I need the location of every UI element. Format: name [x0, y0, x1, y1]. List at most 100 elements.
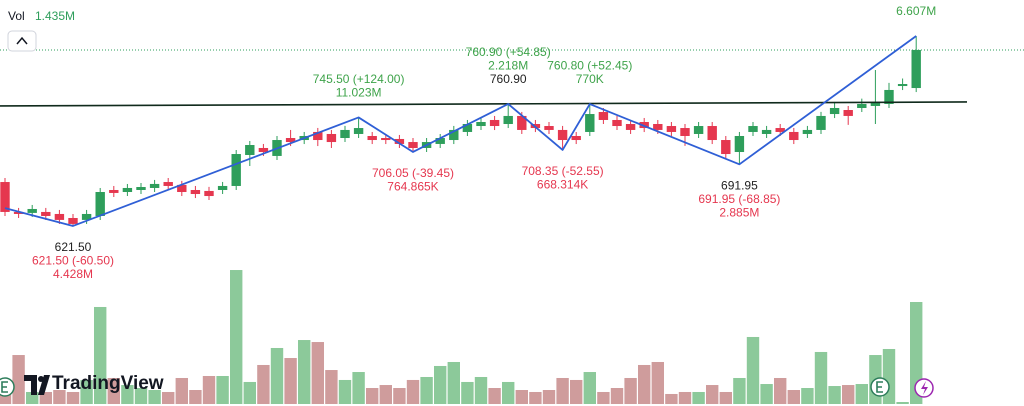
candle-body [517, 115, 527, 130]
candle-body [489, 119, 500, 127]
volume-bar [733, 377, 746, 404]
volume-bar [216, 375, 229, 404]
pivot-label: 11.023M [336, 86, 382, 100]
candle-body [789, 131, 799, 141]
candle-body [109, 189, 119, 193]
candle-body [612, 119, 622, 127]
candle-body [843, 110, 853, 116]
volume-bar [801, 388, 814, 404]
pivot-label: 760.90 [490, 72, 527, 86]
volume-bar [366, 388, 379, 404]
earnings-marker[interactable] [0, 377, 15, 397]
candle-body [680, 128, 690, 136]
pivot-label: 760.80 (+52.45) [547, 59, 632, 73]
marker-glyph[interactable] [1, 381, 8, 393]
volume-bar [257, 364, 270, 404]
pivot-label: 668.314K [537, 178, 588, 192]
volume-bar [338, 379, 352, 404]
volume-bar [393, 388, 406, 404]
volume-bar [706, 385, 719, 404]
candle-body [27, 208, 37, 213]
earnings-marker[interactable] [870, 377, 890, 397]
volume-bar [542, 389, 556, 404]
candle-body [408, 142, 418, 148]
volume-layer [0, 270, 923, 404]
volume-bar [678, 391, 692, 404]
candle-body [884, 89, 894, 104]
button-frame[interactable] [7, 30, 37, 52]
candle-body [721, 140, 731, 155]
candle-body [707, 126, 717, 141]
candle-body [435, 138, 445, 144]
candle-body [625, 124, 636, 130]
candle-body [802, 129, 813, 134]
candle-body [95, 192, 105, 216]
volume-bar [66, 391, 80, 404]
candle-body [585, 114, 595, 132]
volume-bar [53, 389, 66, 404]
candle-body [122, 187, 133, 193]
candle-body [340, 129, 350, 139]
volume-bar [515, 389, 528, 404]
brand-logo: TradingView [24, 373, 164, 395]
candle-body [693, 126, 704, 134]
volume-bar [162, 391, 175, 404]
zigzag-line [4, 35, 917, 227]
volume-bar [298, 340, 311, 404]
volume-bar [638, 364, 651, 404]
marker-glyph[interactable] [921, 381, 928, 395]
logo-mark [24, 375, 37, 395]
pivot-label: 4.428M [53, 267, 93, 281]
candle-body [190, 189, 201, 195]
candle-body [462, 124, 473, 132]
candle-body [897, 84, 908, 87]
volume-bar [814, 351, 828, 404]
volume-bar [774, 377, 787, 404]
candle-body [81, 213, 92, 220]
candle-body [829, 107, 840, 115]
volume-bar [379, 385, 392, 404]
collapse-button[interactable] [7, 30, 37, 52]
pivot-label: 760.90 (+54.85) [466, 45, 551, 59]
pivot-label: 2.885M [719, 205, 759, 219]
pivot-label: 706.05 (-39.45) [372, 166, 454, 180]
candle-body [54, 213, 65, 220]
candle-body [476, 121, 486, 127]
volume-bar [94, 306, 107, 404]
volume-bar [570, 379, 583, 404]
candle-body [177, 184, 187, 193]
volume-bar [270, 347, 284, 404]
candle-body [285, 138, 296, 143]
chevron-icon[interactable] [16, 36, 28, 45]
volume-bar [583, 372, 596, 404]
candle-body [857, 103, 867, 108]
volume-bar [121, 385, 134, 404]
volume-bar [651, 361, 664, 404]
volume-bar [665, 393, 678, 404]
volume-bar [325, 370, 338, 404]
candle-body [748, 126, 758, 132]
volume-bar [230, 270, 243, 404]
volume-bar [189, 389, 202, 404]
volume-bar [420, 376, 433, 404]
dividend-marker[interactable] [914, 378, 934, 398]
candle-body [653, 124, 663, 130]
candle-body [544, 126, 554, 130]
line-layer [0, 35, 1024, 227]
pivot-label: 621.50 (-60.50) [32, 254, 114, 268]
candle-body [911, 49, 921, 89]
marker-glyph[interactable] [876, 381, 883, 393]
candle-body [41, 211, 51, 216]
pivot-label: 691.95 [721, 178, 758, 192]
candle-body [598, 112, 609, 120]
volume-bar [760, 384, 773, 404]
volume-bar [148, 389, 161, 404]
candle-body [326, 133, 337, 143]
candle-layer [0, 35, 921, 226]
pivot-label: 708.35 (-52.55) [522, 164, 604, 178]
pivot-label: 770K [576, 72, 604, 86]
volume-bar [352, 372, 365, 404]
pivot-label: 2.218M [488, 59, 528, 73]
candle-body [204, 190, 214, 197]
